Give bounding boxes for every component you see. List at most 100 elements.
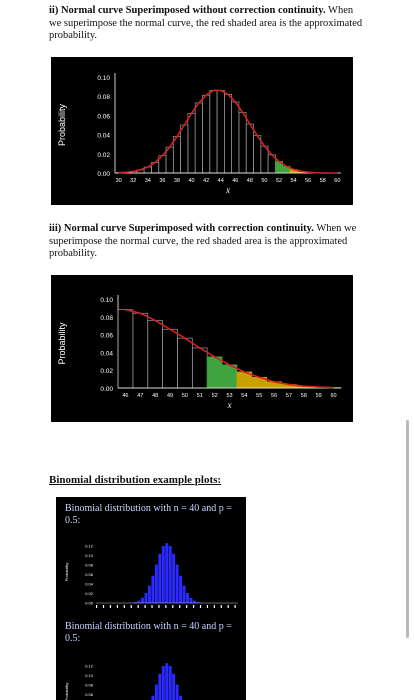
binomial-bar [158, 553, 162, 603]
y-tick-label: 0.04 [97, 133, 110, 140]
histogram-bar [216, 90, 225, 174]
binomial-x-tick [144, 605, 146, 608]
x-axis-label: x [227, 400, 232, 410]
binomial-bar [182, 585, 186, 603]
binomial-x-tick [227, 605, 229, 608]
x-tick-label: 53 [226, 393, 232, 399]
binomial-caption-1: Binomial distribution with n = 40 and p … [65, 503, 232, 526]
binomial-x-tick [96, 605, 98, 608]
binomial-y-tick-label: 0.00 [85, 601, 94, 606]
x-tick-label: 60 [331, 393, 337, 399]
binomial-bar [172, 673, 176, 700]
binomial-bar [189, 597, 193, 603]
histogram-bar [224, 93, 232, 174]
binomial-bar [165, 543, 169, 603]
normal-curve-with-correction-chart: Probability 0.00 0.02 0.04 0.06 0.08 0.10 46 47 4… [51, 275, 353, 422]
x-tick-label: 52 [212, 393, 218, 399]
y-tick-label: 0.02 [100, 368, 113, 375]
y-tick-label: 0.02 [97, 152, 110, 159]
chart1-svg: Probability 0.00 0.02 0.04 0.06 0.08 0.10 30 32 3… [57, 73, 341, 195]
binomial-x-tick [172, 605, 174, 608]
normal-curve [125, 308, 334, 389]
binomial-bar [175, 564, 179, 603]
x-tick-label: 47 [137, 393, 143, 399]
x-tick-label: 38 [174, 178, 180, 184]
binomial-x-tick [234, 605, 236, 608]
histogram-bar [245, 123, 254, 174]
binomial-x-tick [130, 605, 132, 608]
binomial-y-tick-label: 0.10 [85, 553, 94, 558]
x-tick-label: 30 [116, 178, 122, 184]
x-tick-label: 60 [334, 178, 340, 184]
section-iii-text: When we superimpose the normal curve, th… [49, 223, 357, 259]
histogram-bar [238, 112, 247, 174]
binomial-bar [192, 600, 196, 603]
x-tick-label: 36 [159, 178, 165, 184]
binomial-x-tick [220, 605, 222, 608]
x-tick-label: 46 [122, 393, 128, 399]
binomial-x-tick [206, 605, 209, 608]
binomial-y-tick-label: 0.06 [85, 692, 94, 697]
histogram-bar [202, 94, 211, 174]
histogram-bar [177, 337, 193, 389]
x-tick-label: 40 [188, 178, 194, 184]
y-tick-label: 0.10 [97, 75, 110, 82]
x-tick-label: 32 [130, 178, 136, 184]
binomial-x-tick [137, 605, 139, 608]
histogram-bar [172, 136, 181, 174]
binomial-example-1: Binomial distribution with n = 40 and p … [56, 497, 246, 619]
x-tick-label: 42 [203, 178, 209, 184]
binomial-bar [172, 553, 176, 603]
binomial-bar [141, 597, 144, 603]
binomial-bar [179, 575, 183, 603]
binomial-bar [147, 585, 151, 603]
x-tick-label: 55 [256, 393, 262, 399]
binomial-bar [168, 546, 172, 603]
section-ii-heading: ii) Normal curve Superimposed without co… [49, 5, 326, 16]
x-tick-label: 44 [218, 178, 224, 184]
y-tick-label: 0.06 [97, 113, 110, 120]
normal-curve [118, 89, 338, 174]
binomial-y-tick-label: 0.12 [85, 663, 94, 668]
examples-heading: Binomial distribution example plots: [49, 474, 222, 486]
binomial-y-tick-label: 0.12 [85, 543, 94, 548]
binomial-x-tick [158, 605, 160, 608]
binomial-bar [151, 575, 155, 603]
binomial-x-tick [116, 605, 118, 608]
binomial-x-tick [199, 605, 202, 608]
histogram-bar [147, 320, 163, 389]
x-tick-label: 58 [320, 178, 326, 184]
section-iii-heading: iii) Normal curve Superimposed with corr… [49, 223, 314, 234]
scrollbar[interactable] [406, 420, 409, 638]
section-ii-text: When we superimpose the normal curve, th… [49, 5, 363, 41]
histogram-bar [180, 124, 189, 174]
x-axis-label: x [225, 185, 230, 195]
x-tick-label: 34 [145, 178, 151, 184]
binomial-chart-1-svg: Probability 0.12 0.10 0.08 0.06 0.04 0.02 0.00 [64, 543, 238, 608]
section-ii-paragraph: ii) Normal curve Superimposed without co… [49, 5, 367, 43]
binomial-x-tick [102, 605, 105, 608]
histogram-bar [206, 356, 223, 389]
x-tick-label: 46 [232, 178, 238, 184]
binomial-example-2: Binomial distribution with n = 40 and p … [56, 619, 246, 700]
x-tick-label: 48 [152, 393, 158, 399]
x-tick-label: 54 [291, 178, 297, 184]
binomial-y-tick-label: 0.02 [85, 591, 94, 596]
binomial-x-tick [186, 605, 188, 608]
x-tick-label: 57 [286, 393, 292, 399]
normal-curve-without-correction-chart: Probability 0.00 0.02 0.04 0.06 0.08 0.10 30 32 3… [51, 57, 353, 205]
x-tick-label: 49 [167, 393, 173, 399]
x-tick-label: 50 [261, 178, 267, 184]
histogram-bar [162, 328, 178, 389]
binomial-y-axis-label: Probability [64, 683, 69, 700]
histogram-bar [209, 90, 218, 174]
chart2-svg: Probability 0.00 0.02 0.04 0.06 0.08 0.10 46 47 4… [57, 295, 342, 410]
y-axis-label: Probability [57, 322, 67, 365]
x-tick-label: 56 [271, 393, 277, 399]
binomial-x-tick [109, 605, 112, 608]
binomial-bar [137, 600, 141, 603]
x-tick-label: 50 [182, 393, 188, 399]
binomial-y-tick-label: 0.04 [85, 581, 94, 586]
binomial-y-tick-label: 0.10 [85, 673, 94, 678]
